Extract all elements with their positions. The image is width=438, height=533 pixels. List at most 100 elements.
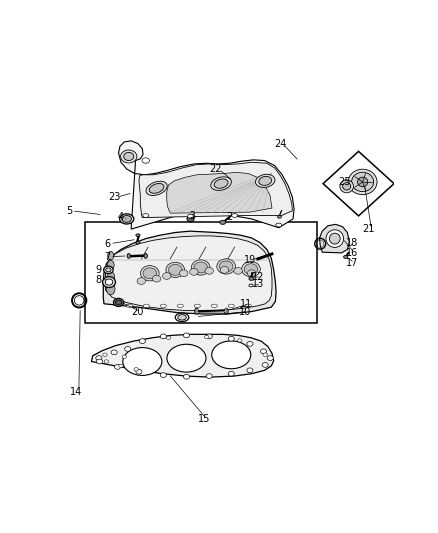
Ellipse shape	[120, 150, 137, 163]
Ellipse shape	[244, 264, 258, 274]
Ellipse shape	[144, 254, 148, 259]
Text: 3: 3	[189, 211, 195, 221]
Ellipse shape	[160, 304, 166, 308]
Ellipse shape	[175, 313, 189, 321]
Ellipse shape	[189, 217, 192, 220]
Ellipse shape	[149, 183, 164, 193]
Ellipse shape	[108, 252, 114, 260]
Ellipse shape	[166, 336, 171, 340]
Ellipse shape	[357, 177, 368, 187]
Ellipse shape	[137, 278, 145, 285]
Polygon shape	[92, 334, 274, 377]
Ellipse shape	[206, 334, 212, 339]
Ellipse shape	[134, 368, 138, 371]
Ellipse shape	[194, 308, 199, 314]
Ellipse shape	[152, 275, 161, 282]
Polygon shape	[103, 231, 276, 314]
Ellipse shape	[247, 342, 253, 346]
Ellipse shape	[143, 268, 156, 279]
Ellipse shape	[191, 260, 210, 275]
Ellipse shape	[234, 268, 242, 274]
Ellipse shape	[122, 355, 127, 358]
Text: 13: 13	[252, 279, 265, 289]
Ellipse shape	[214, 179, 228, 188]
Ellipse shape	[146, 181, 167, 196]
Ellipse shape	[141, 265, 159, 281]
Ellipse shape	[184, 374, 190, 379]
Text: 14: 14	[70, 387, 82, 397]
Ellipse shape	[104, 360, 109, 363]
Text: 2: 2	[226, 212, 233, 222]
Text: 11: 11	[240, 299, 253, 309]
Ellipse shape	[344, 255, 348, 259]
Ellipse shape	[127, 304, 132, 308]
Ellipse shape	[142, 158, 149, 163]
Ellipse shape	[136, 234, 140, 237]
Text: 23: 23	[108, 192, 120, 202]
Ellipse shape	[123, 348, 162, 375]
Ellipse shape	[160, 334, 166, 339]
Ellipse shape	[103, 353, 107, 357]
Ellipse shape	[245, 304, 251, 308]
Text: 7: 7	[104, 252, 110, 262]
Ellipse shape	[143, 214, 149, 217]
Ellipse shape	[212, 341, 251, 369]
Ellipse shape	[114, 365, 120, 369]
Text: 10: 10	[239, 306, 251, 317]
Ellipse shape	[255, 174, 275, 188]
Ellipse shape	[111, 350, 117, 354]
Ellipse shape	[113, 298, 124, 306]
Ellipse shape	[96, 359, 102, 364]
Text: 18: 18	[346, 238, 358, 248]
Polygon shape	[167, 172, 272, 213]
Ellipse shape	[120, 214, 134, 224]
Ellipse shape	[104, 266, 113, 273]
Ellipse shape	[326, 230, 344, 247]
Text: 8: 8	[96, 275, 102, 285]
Ellipse shape	[340, 180, 353, 193]
Ellipse shape	[220, 266, 229, 273]
Ellipse shape	[106, 283, 115, 295]
Ellipse shape	[187, 216, 194, 222]
Ellipse shape	[194, 262, 208, 273]
Ellipse shape	[348, 169, 377, 195]
Ellipse shape	[143, 304, 149, 308]
Ellipse shape	[169, 264, 182, 275]
Text: 15: 15	[198, 414, 210, 424]
Ellipse shape	[211, 177, 231, 190]
Ellipse shape	[247, 270, 256, 277]
Ellipse shape	[105, 279, 113, 285]
Ellipse shape	[125, 346, 131, 351]
Ellipse shape	[162, 272, 171, 279]
Ellipse shape	[228, 372, 234, 376]
Ellipse shape	[247, 368, 253, 373]
Ellipse shape	[166, 262, 184, 278]
Ellipse shape	[124, 152, 134, 160]
Text: 16: 16	[346, 248, 358, 258]
Text: 4: 4	[118, 212, 124, 222]
Ellipse shape	[211, 304, 217, 308]
Ellipse shape	[217, 259, 236, 274]
Ellipse shape	[205, 335, 209, 339]
Ellipse shape	[167, 344, 206, 372]
Text: 19: 19	[244, 255, 256, 265]
Ellipse shape	[228, 304, 234, 308]
Ellipse shape	[276, 223, 282, 227]
Ellipse shape	[74, 296, 84, 305]
Ellipse shape	[261, 349, 267, 354]
Ellipse shape	[242, 262, 260, 277]
Ellipse shape	[206, 374, 212, 378]
Ellipse shape	[237, 339, 242, 342]
Ellipse shape	[259, 176, 272, 185]
Ellipse shape	[180, 270, 188, 277]
Text: 22: 22	[210, 164, 222, 174]
Bar	[85, 222, 317, 324]
Text: 6: 6	[104, 239, 110, 249]
Ellipse shape	[249, 284, 253, 287]
Polygon shape	[320, 224, 350, 253]
Ellipse shape	[190, 269, 198, 275]
Ellipse shape	[343, 183, 351, 190]
Ellipse shape	[107, 260, 114, 270]
Ellipse shape	[224, 308, 228, 314]
Ellipse shape	[107, 271, 114, 282]
